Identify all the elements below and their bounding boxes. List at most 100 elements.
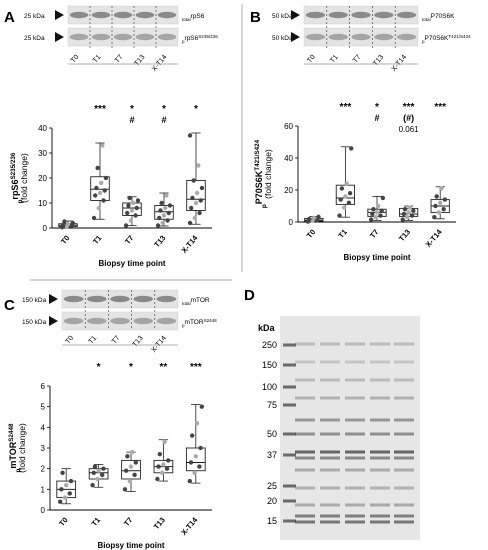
significance-marker: *	[375, 102, 379, 113]
panel-letter-b: B	[250, 9, 261, 26]
data-point	[159, 470, 165, 475]
y-tick-label: 40	[38, 124, 47, 133]
gel-protein-band	[295, 503, 315, 507]
blot-band	[63, 317, 84, 325]
gel-protein-band	[320, 432, 340, 436]
blot-protein-label: pmTORS2448	[182, 318, 217, 328]
y-axis-subtitle: (fold change)	[19, 153, 29, 203]
blot-protein-label: totalrpS6	[182, 13, 205, 22]
data-point	[63, 483, 69, 488]
y-tick-label: 20	[38, 174, 47, 183]
x-tick-label: X-T14	[424, 227, 445, 249]
data-point	[187, 220, 193, 226]
data-point	[130, 200, 136, 206]
blot-lane-label: T13	[372, 54, 385, 68]
gel-protein-band	[345, 486, 365, 490]
gel-background	[280, 316, 420, 540]
blot-lane-label: X-T14	[151, 54, 169, 73]
x-tick-label: X-T14	[180, 233, 201, 255]
blot-lane-label: T13	[132, 335, 145, 349]
y-tick-label: 4	[41, 423, 46, 432]
gel-protein-band	[320, 360, 340, 364]
gel-protein-band	[295, 360, 315, 364]
data-point	[441, 207, 446, 212]
data-point	[192, 215, 198, 221]
gel-protein-band	[370, 456, 390, 460]
gel-protein-band	[370, 396, 390, 400]
data-point	[123, 468, 129, 473]
blot-band	[69, 33, 89, 41]
y-axis-title: prpS6S235/236	[10, 152, 24, 203]
data-point	[135, 198, 141, 203]
x-tick-label: X-T14	[179, 515, 200, 537]
blot-band	[110, 317, 130, 325]
data-point	[187, 478, 192, 484]
x-axis-title: Biopsy time point	[343, 253, 410, 262]
gel-protein-band	[394, 378, 414, 382]
gel-protein-band	[295, 486, 315, 490]
blot-kda-label: 25 kDa	[24, 35, 45, 42]
y-tick-label: 6	[41, 382, 46, 391]
x-tick-label: T1	[91, 234, 104, 246]
data-point	[101, 198, 106, 203]
gel-protein-band	[370, 342, 390, 346]
x-tick-label: T1	[90, 516, 103, 528]
blot-lane-label: T1	[92, 54, 103, 65]
gel-protein-band	[320, 342, 340, 346]
data-point	[442, 197, 448, 202]
data-point	[67, 491, 73, 496]
data-point	[371, 207, 376, 212]
data-point	[306, 216, 312, 222]
gel-ladder-band	[283, 432, 296, 436]
blot-protein-label-prefix: p	[182, 323, 185, 328]
blot-kda-label: 25 kDa	[24, 13, 45, 20]
data-point	[194, 421, 200, 426]
significance-marker: ***	[94, 104, 106, 115]
gel-ladder-band	[283, 499, 296, 503]
data-point	[346, 200, 352, 205]
data-point	[160, 220, 166, 226]
gel-protein-band	[295, 418, 315, 422]
blot-kda-label: 50 kDa	[272, 35, 293, 42]
gel-marker-label: 250	[262, 340, 277, 350]
data-point	[97, 190, 103, 196]
data-point	[102, 188, 107, 193]
gel-protein-band	[295, 396, 315, 400]
y-tick-label: 5	[41, 403, 46, 412]
x-tick-label: T7	[368, 228, 381, 240]
blot-band	[397, 33, 417, 41]
data-point	[128, 218, 134, 223]
gel-protein-band	[345, 396, 365, 400]
data-point	[129, 208, 135, 213]
gel-ladder-band	[283, 484, 296, 488]
blot-band	[328, 11, 348, 19]
data-point	[123, 223, 129, 228]
blot-band	[133, 317, 153, 325]
gel-protein-band	[345, 456, 365, 460]
gel-protein-band	[345, 378, 365, 382]
gel-protein-band	[295, 432, 315, 436]
gel-protein-band	[295, 450, 315, 454]
gel-ladder-band	[283, 453, 296, 457]
gel-protein-band	[295, 378, 315, 382]
significance-pvalue: 0.061	[399, 125, 420, 134]
gel-protein-band	[295, 514, 315, 518]
blot-kda-label: 150 kDa	[22, 319, 47, 326]
data-point	[193, 200, 199, 206]
blot-band	[351, 33, 371, 41]
gel-protein-band	[345, 432, 365, 436]
gel-protein-band	[394, 432, 414, 436]
data-point	[378, 213, 383, 218]
box-x-t14	[186, 180, 206, 211]
blot-protein-label-main: P70S6K	[431, 13, 456, 20]
data-point	[127, 478, 132, 484]
data-point	[100, 143, 105, 148]
data-point	[125, 454, 130, 459]
data-point	[93, 193, 98, 198]
blot-band	[305, 11, 325, 19]
blot-protein-label-main: P70S6K	[425, 35, 450, 42]
data-point	[370, 211, 375, 217]
data-point	[130, 449, 135, 455]
blot-protein-label-prefix: total	[422, 17, 431, 22]
